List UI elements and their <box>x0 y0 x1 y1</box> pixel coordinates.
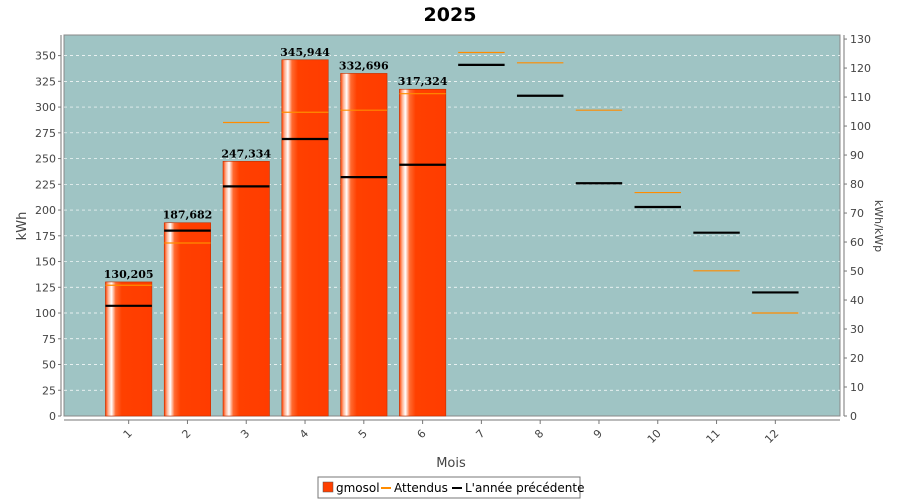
y2-tick-label: 0 <box>850 410 857 423</box>
bar <box>399 88 447 417</box>
y-tick-label: 200 <box>35 204 56 217</box>
y-axis-right: 0 10 20 30 40 50 60 70 80 90 100 110 120 130 <box>843 33 871 423</box>
x-tick-label: 4 <box>297 427 311 441</box>
y-axis-label: kWh <box>15 212 30 241</box>
data-label: 332,696 <box>339 59 389 72</box>
x-tick-label: 1 <box>121 427 135 441</box>
y2-tick-label: 40 <box>850 294 864 307</box>
y-tick-label: 100 <box>35 307 56 320</box>
data-label: 317,324 <box>398 75 448 88</box>
x-tick-label: 11 <box>704 427 723 446</box>
y2-tick-label: 100 <box>850 120 871 133</box>
y2-tick-label: 120 <box>850 62 871 75</box>
chart-title: 2025 <box>424 4 477 26</box>
y-tick-label: 25 <box>42 384 56 397</box>
x-axis: 1 2 3 4 5 6 7 8 9 10 11 12 <box>64 419 840 446</box>
bar-series <box>105 59 447 417</box>
y-tick-label: 300 <box>35 101 56 114</box>
y-tick-label: 175 <box>35 230 56 243</box>
x-tick-label: 12 <box>762 427 781 446</box>
bar <box>222 161 270 417</box>
y-tick-label: 0 <box>49 410 56 423</box>
legend-swatch-gmosol <box>322 481 334 493</box>
x-tick-label: 2 <box>179 427 193 441</box>
data-labels: 130,205 187,682 247,334 345,944 332,696 317,3… <box>104 46 448 281</box>
x-tick-label: 9 <box>591 427 605 441</box>
y2-tick-label: 60 <box>850 236 864 249</box>
data-label: 187,682 <box>163 209 213 222</box>
y2-axis-label: kWh/kWp <box>872 200 885 252</box>
legend-label-annee-precedente: L'année précédente <box>465 481 584 495</box>
y2-tick-label: 70 <box>850 207 864 220</box>
y2-tick-label: 130 <box>850 33 871 46</box>
y-tick-label: 50 <box>42 359 56 372</box>
legend-label-gmosol: gmosol <box>336 481 380 495</box>
x-tick-label: 8 <box>532 427 546 441</box>
y-tick-label: 250 <box>35 153 56 166</box>
x-tick-label: 3 <box>238 427 252 441</box>
data-label: 130,205 <box>104 268 154 281</box>
bar <box>105 281 153 417</box>
x-tick-label: 6 <box>415 427 429 441</box>
y-tick-label: 350 <box>35 50 56 63</box>
y-tick-label: 125 <box>35 281 56 294</box>
y2-tick-label: 30 <box>850 323 864 336</box>
y2-tick-label: 80 <box>850 178 864 191</box>
y-tick-label: 275 <box>35 127 56 140</box>
x-axis-label: Mois <box>436 456 466 471</box>
legend-label-attendus: Attendus <box>394 481 448 495</box>
data-label: 247,334 <box>221 147 271 160</box>
y2-tick-label: 110 <box>850 91 871 104</box>
y2-tick-label: 20 <box>850 352 864 365</box>
y2-tick-label: 90 <box>850 149 864 162</box>
x-tick-label: 5 <box>356 427 370 441</box>
bar <box>281 59 329 417</box>
data-label: 345,944 <box>280 46 330 59</box>
y-tick-label: 325 <box>35 75 56 88</box>
bar <box>163 222 211 417</box>
y-tick-label: 150 <box>35 256 56 269</box>
y-axis-left: 0 25 50 75 100 125 150 175 200 225 250 275 300 325 350 <box>35 35 62 423</box>
y2-tick-label: 50 <box>850 265 864 278</box>
y-tick-label: 225 <box>35 178 56 191</box>
x-tick-label: 7 <box>473 427 487 441</box>
marker-series <box>105 51 799 314</box>
bar <box>340 73 388 417</box>
y-tick-label: 75 <box>42 333 56 346</box>
legend: gmosol Attendus L'année précédente <box>317 476 584 499</box>
x-tick-label: 10 <box>645 427 664 446</box>
y2-tick-label: 10 <box>850 381 864 394</box>
